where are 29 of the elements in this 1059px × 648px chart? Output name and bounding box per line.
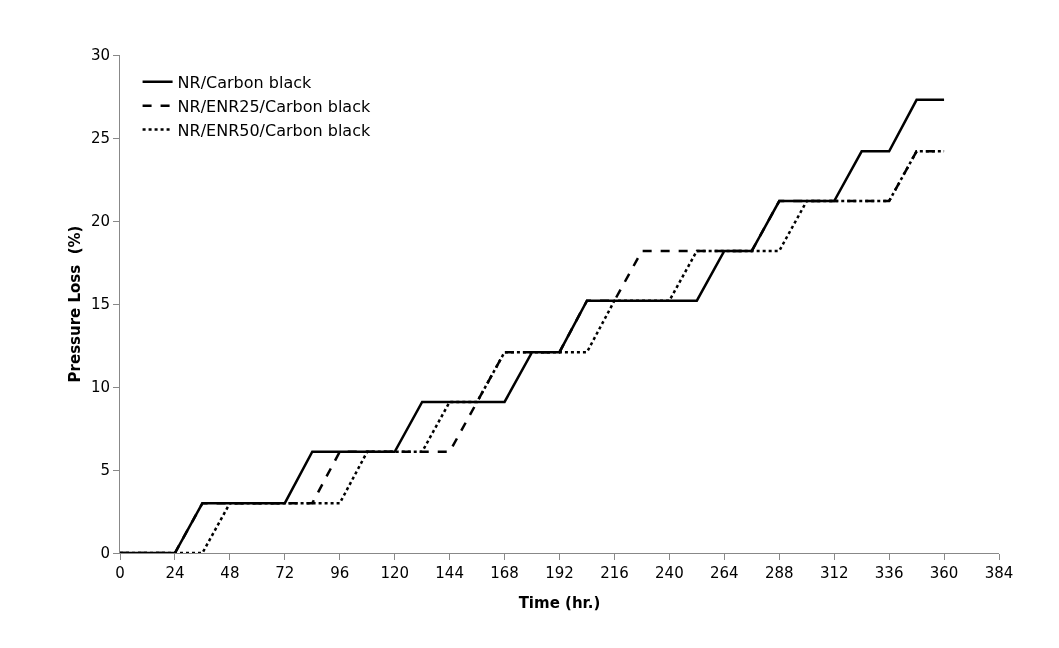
x-tick-label: 360 bbox=[929, 564, 959, 582]
x-tick-label: 288 bbox=[764, 564, 794, 582]
x-tick-label: 96 bbox=[330, 564, 350, 582]
x-tick-label: 264 bbox=[709, 564, 739, 582]
y-tick-label: 15 bbox=[90, 295, 110, 314]
y-tick-label: 10 bbox=[90, 378, 110, 397]
x-tick-label: 336 bbox=[874, 564, 904, 582]
x-tick-label: 240 bbox=[655, 564, 684, 582]
y-tick-label: 25 bbox=[90, 129, 110, 148]
x-tick-label: 168 bbox=[490, 564, 519, 582]
x-tick-label: 384 bbox=[984, 564, 1014, 582]
x-tick-label: 192 bbox=[545, 564, 574, 582]
y-tick-label: 30 bbox=[90, 46, 110, 65]
x-axis-title: Time (hr.) bbox=[518, 594, 601, 612]
legend-label: NR/ENR25/Carbon black bbox=[177, 96, 371, 116]
x-tick-label: 24 bbox=[165, 564, 185, 582]
y-tick-label: 0 bbox=[100, 544, 110, 563]
x-tick-label: 216 bbox=[600, 564, 629, 582]
x-tick-label: 120 bbox=[380, 564, 410, 582]
x-tick-label: 72 bbox=[275, 564, 295, 582]
x-tick-label: 0 bbox=[115, 564, 125, 582]
x-tick-label: 48 bbox=[220, 564, 240, 582]
x-tick-label: 312 bbox=[819, 564, 849, 582]
y-tick-label: 20 bbox=[90, 212, 110, 231]
legend-label: NR/Carbon black bbox=[177, 73, 312, 93]
y-tick-label: 5 bbox=[100, 461, 110, 480]
y-axis-title: Pressure Loss (%) bbox=[66, 225, 84, 383]
legend-label: NR/ENR50/Carbon black bbox=[177, 120, 371, 140]
x-tick-label: 144 bbox=[435, 564, 464, 582]
